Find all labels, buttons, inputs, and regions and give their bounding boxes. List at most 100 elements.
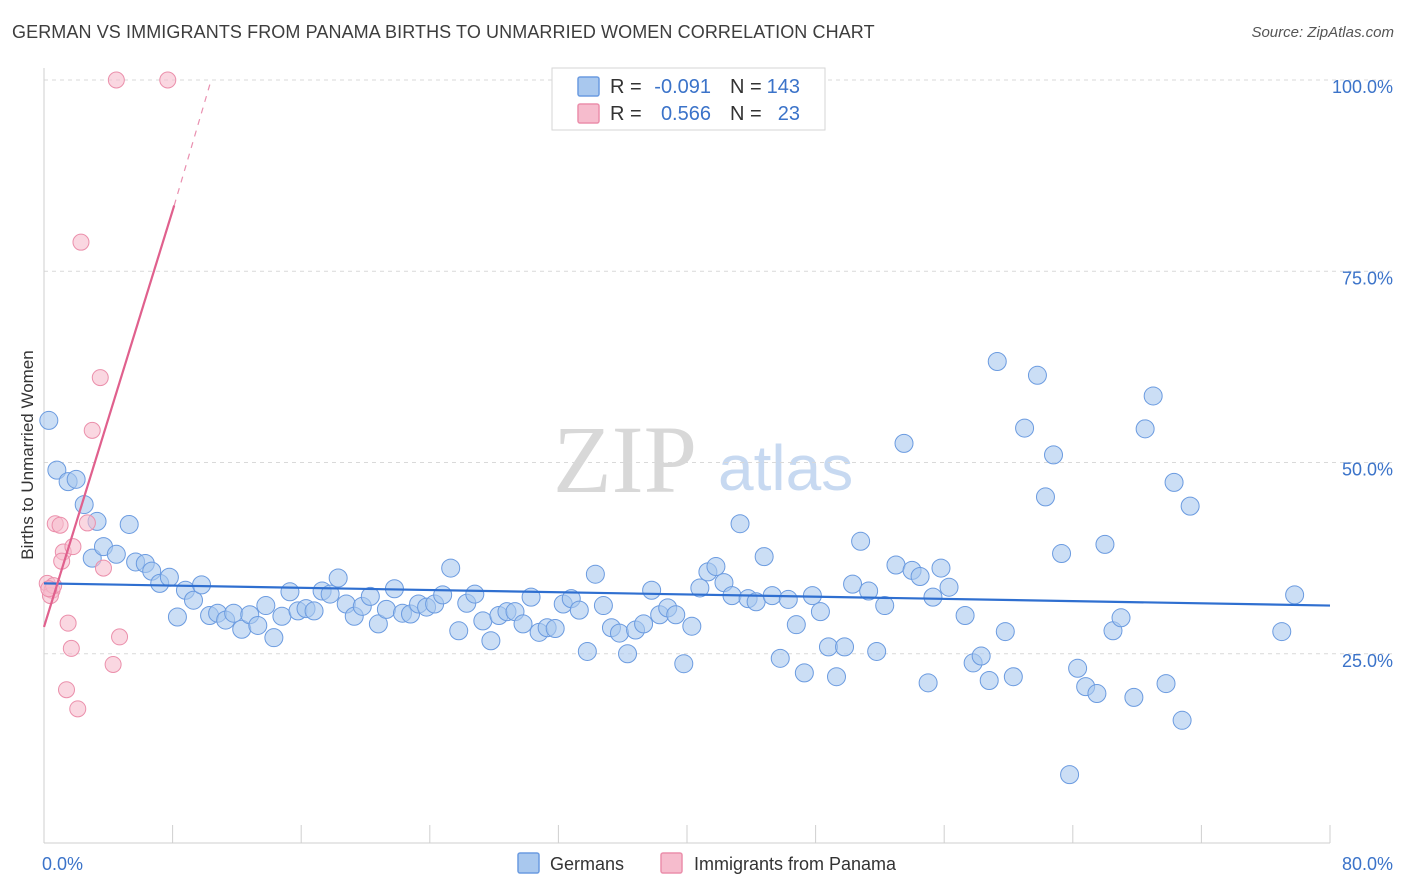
legend-r-label-germans: R = bbox=[610, 76, 642, 98]
germans-point bbox=[360, 586, 380, 606]
panama-point bbox=[83, 421, 101, 439]
germans-point bbox=[955, 606, 975, 625]
germans-point bbox=[39, 410, 59, 430]
germans-point bbox=[618, 644, 638, 664]
legend-n-label-germans: N = bbox=[730, 76, 762, 98]
panama-point bbox=[159, 71, 177, 89]
germans-point bbox=[894, 433, 914, 453]
germans-point bbox=[1052, 544, 1072, 564]
legend-swatch-panama bbox=[577, 103, 600, 124]
germans-point bbox=[634, 614, 654, 634]
germans-point bbox=[441, 558, 461, 578]
germans-point bbox=[106, 544, 126, 564]
germans-point bbox=[1285, 585, 1305, 605]
grid-lines bbox=[44, 79, 1392, 655]
germans-point bbox=[569, 600, 589, 620]
germans-point bbox=[910, 566, 930, 586]
germans-point bbox=[754, 547, 774, 567]
germans-point bbox=[1035, 487, 1055, 507]
germans-point bbox=[577, 641, 597, 661]
panama-point bbox=[94, 559, 112, 577]
germans-point bbox=[706, 557, 726, 577]
legend-swatch-germans bbox=[577, 76, 600, 97]
germans-point bbox=[674, 654, 694, 674]
germans-point bbox=[666, 605, 686, 625]
germans-point bbox=[304, 601, 324, 621]
germans-point bbox=[119, 514, 139, 534]
germans-point bbox=[875, 596, 895, 616]
germans-point bbox=[826, 667, 846, 687]
panama-point bbox=[58, 681, 76, 699]
germans-point bbox=[82, 548, 102, 568]
germans-trend-line bbox=[43, 582, 1331, 607]
correlation-legend: R = -0.091 N = 143 R = 0.566 N = 23 bbox=[551, 67, 826, 131]
panama-point bbox=[78, 514, 96, 532]
germans-point bbox=[1135, 419, 1155, 439]
germans-point bbox=[280, 582, 300, 602]
germans-point bbox=[473, 611, 493, 631]
watermark-zip: ZIP bbox=[553, 406, 697, 513]
y-tick-label: 75.0% bbox=[1342, 268, 1393, 288]
germans-point bbox=[851, 531, 871, 551]
chart-title: GERMAN VS IMMIGRANTS FROM PANAMA BIRTHS … bbox=[12, 22, 875, 42]
germans-point bbox=[770, 648, 790, 668]
axes bbox=[43, 68, 1331, 844]
germans-point bbox=[1015, 418, 1035, 438]
germans-point bbox=[794, 663, 814, 683]
panama-trend-line bbox=[42, 205, 176, 628]
germans-point bbox=[730, 514, 750, 534]
germans-point bbox=[867, 641, 887, 661]
germans-point bbox=[183, 590, 203, 610]
germans-point bbox=[1003, 667, 1023, 687]
panama-point bbox=[111, 628, 129, 646]
germans-point bbox=[810, 602, 830, 622]
germans-point bbox=[224, 603, 244, 623]
germans-point bbox=[818, 637, 838, 657]
germans-point bbox=[979, 671, 999, 691]
y-tick-label: 100.0% bbox=[1332, 77, 1393, 97]
series-germans-points bbox=[39, 352, 1305, 785]
germans-point bbox=[248, 615, 268, 635]
germans-point bbox=[1044, 445, 1064, 465]
bottom-legend-swatch-germans bbox=[517, 852, 540, 874]
chart-source: Source: ZipAtlas.com bbox=[1251, 24, 1394, 41]
germans-point bbox=[971, 646, 991, 666]
germans-point bbox=[376, 599, 396, 619]
panama-point bbox=[62, 639, 80, 657]
germans-point bbox=[923, 587, 943, 607]
panama-point bbox=[69, 700, 87, 718]
legend-n-label-panama: N = bbox=[730, 103, 762, 125]
legend-r-value-panama: 0.566 bbox=[661, 103, 711, 125]
germans-point bbox=[859, 581, 879, 601]
germans-point bbox=[1180, 496, 1200, 516]
germans-point bbox=[1164, 472, 1184, 492]
germans-point bbox=[159, 567, 179, 587]
panama-point bbox=[91, 369, 109, 387]
germans-point bbox=[939, 577, 959, 597]
germans-point bbox=[66, 469, 86, 489]
panama-trend-extension bbox=[173, 79, 212, 206]
watermark-atlas: atlas bbox=[718, 432, 853, 504]
germans-point bbox=[264, 628, 284, 648]
germans-point bbox=[1087, 684, 1107, 704]
series-legend: Germans Immigrants from Panama bbox=[517, 852, 897, 874]
germans-point bbox=[1095, 534, 1115, 554]
germans-point bbox=[593, 596, 613, 616]
germans-point bbox=[1027, 365, 1047, 385]
bottom-legend-label-germans: Germans bbox=[550, 854, 624, 874]
germans-point bbox=[272, 606, 292, 626]
germans-point bbox=[786, 615, 806, 635]
germans-point bbox=[481, 631, 501, 651]
germans-point bbox=[1143, 386, 1163, 406]
germans-point bbox=[609, 623, 629, 643]
germans-point bbox=[642, 580, 662, 600]
legend-r-value-germans: -0.091 bbox=[654, 76, 711, 98]
germans-point bbox=[1156, 674, 1176, 694]
germans-point bbox=[778, 589, 798, 609]
legend-n-value-germans: 143 bbox=[767, 76, 800, 98]
x-tick-label-max: 80.0% bbox=[1342, 854, 1393, 874]
germans-point bbox=[513, 614, 533, 634]
germans-point bbox=[1272, 622, 1292, 642]
germans-point bbox=[449, 621, 469, 641]
